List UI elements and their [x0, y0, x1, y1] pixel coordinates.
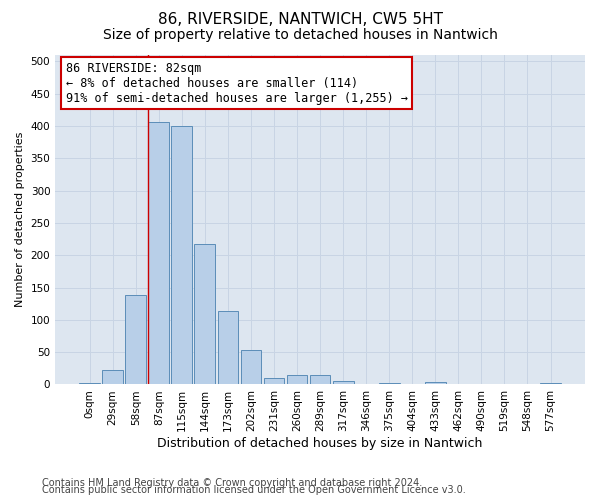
Text: Size of property relative to detached houses in Nantwich: Size of property relative to detached ho…	[103, 28, 497, 42]
Text: 86 RIVERSIDE: 82sqm
← 8% of detached houses are smaller (114)
91% of semi-detach: 86 RIVERSIDE: 82sqm ← 8% of detached hou…	[66, 62, 408, 104]
Bar	[241, 350, 262, 384]
Text: 86, RIVERSIDE, NANTWICH, CW5 5HT: 86, RIVERSIDE, NANTWICH, CW5 5HT	[157, 12, 443, 28]
Bar	[79, 382, 100, 384]
Bar	[102, 370, 123, 384]
Text: Contains HM Land Registry data © Crown copyright and database right 2024.: Contains HM Land Registry data © Crown c…	[42, 478, 422, 488]
Bar	[540, 383, 561, 384]
Bar	[263, 378, 284, 384]
Bar	[125, 296, 146, 384]
Bar	[218, 311, 238, 384]
Bar	[194, 244, 215, 384]
Bar	[148, 122, 169, 384]
Text: Contains public sector information licensed under the Open Government Licence v3: Contains public sector information licen…	[42, 485, 466, 495]
Bar	[172, 126, 192, 384]
Y-axis label: Number of detached properties: Number of detached properties	[15, 132, 25, 308]
Bar	[310, 375, 331, 384]
Bar	[379, 383, 400, 384]
Bar	[425, 382, 446, 384]
Bar	[287, 375, 307, 384]
Bar	[333, 381, 353, 384]
X-axis label: Distribution of detached houses by size in Nantwich: Distribution of detached houses by size …	[157, 437, 483, 450]
